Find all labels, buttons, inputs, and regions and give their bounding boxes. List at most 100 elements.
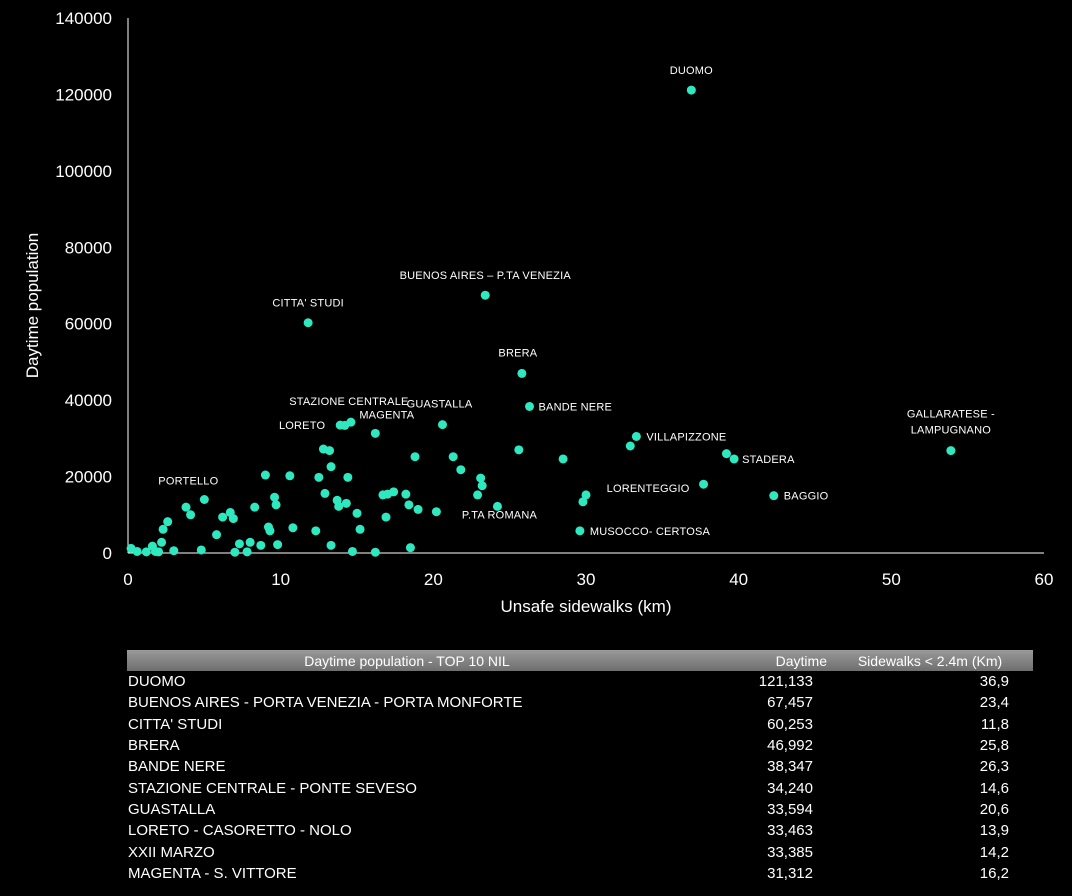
data-point bbox=[404, 500, 414, 510]
row-sidewalks: 14,2 bbox=[979, 843, 1009, 861]
data-point bbox=[303, 318, 313, 328]
data-point bbox=[473, 490, 483, 500]
data-point bbox=[340, 420, 350, 430]
data-point bbox=[476, 473, 486, 483]
row-sidewalks: 26,3 bbox=[979, 758, 1009, 776]
data-point bbox=[729, 454, 739, 464]
data-point bbox=[169, 546, 179, 556]
table-row: BUENOS AIRES - PORTA VENEZIA - PORTA MON… bbox=[127, 692, 1033, 713]
data-point bbox=[154, 547, 164, 557]
table-row: LORETO - CASORETTO - NOLO 33,463 13,9 bbox=[127, 820, 1033, 841]
row-name: XXII MARZO bbox=[128, 843, 215, 861]
data-point bbox=[381, 512, 391, 522]
table-row: STAZIONE CENTRALE - PONTE SEVESO 34,240 14… bbox=[127, 777, 1033, 798]
row-daytime: 38,347 bbox=[767, 758, 813, 776]
data-point bbox=[699, 479, 709, 489]
point-label: BAGGIO bbox=[784, 491, 829, 503]
row-name: DUOMO bbox=[128, 673, 186, 691]
data-point bbox=[250, 502, 260, 512]
data-point bbox=[199, 495, 209, 504]
row-name: BUENOS AIRES - PORTA VENEZIA - PORTA MON… bbox=[128, 694, 523, 712]
point-label: STADERA bbox=[742, 454, 795, 466]
y-axis-title: Daytime population bbox=[23, 233, 42, 379]
row-sidewalks: 14,6 bbox=[979, 779, 1009, 797]
data-point bbox=[341, 498, 351, 508]
table-row: BANDE NERE 38,347 26,3 bbox=[127, 756, 1033, 777]
point-label: VILLAPIZZONE bbox=[646, 431, 726, 443]
y-tick-label: 60000 bbox=[65, 315, 112, 334]
data-point bbox=[405, 543, 415, 553]
data-point bbox=[163, 517, 173, 527]
row-daytime: 46,992 bbox=[767, 737, 813, 755]
data-point bbox=[314, 472, 324, 482]
data-point bbox=[575, 526, 585, 536]
data-point bbox=[288, 523, 298, 533]
row-name: BRERA bbox=[128, 737, 180, 755]
data-point bbox=[686, 85, 696, 95]
point-labels-layer: DUOMO BUENOS AIRES – P.TA VENEZIA CITTA' S… bbox=[158, 65, 995, 538]
header-sidewalks: Sidewalks < 2.4m (Km) bbox=[857, 652, 1003, 669]
scatter-chart: 0 10 20 30 40 50 60 0 20000 40000 60000 80000 100000… bbox=[23, 9, 1053, 616]
data-point bbox=[448, 452, 458, 462]
point-label: STAZIONE CENTRALE bbox=[289, 396, 408, 408]
data-point bbox=[578, 497, 588, 507]
data-point bbox=[456, 465, 466, 475]
x-tick-label: 50 bbox=[882, 570, 901, 589]
data-point bbox=[245, 537, 255, 547]
table-body: DUOMO 121,133 36,9 BUENOS AIRES - PORTA VEN… bbox=[127, 671, 1033, 884]
point-label: GALLARATESE -LAMPUGNANO bbox=[907, 409, 995, 437]
data-point bbox=[581, 490, 591, 500]
row-name: STAZIONE CENTRALE - PONTE SEVESO bbox=[128, 779, 417, 797]
data-point bbox=[437, 420, 447, 430]
x-tick-label: 0 bbox=[123, 570, 132, 589]
point-label: LORETO bbox=[279, 420, 325, 432]
data-point bbox=[186, 510, 196, 520]
row-daytime: 121,133 bbox=[758, 673, 813, 691]
point-label: MUSOCCO- CERTOSA bbox=[590, 526, 711, 538]
data-point bbox=[334, 501, 344, 511]
point-label: DUOMO bbox=[670, 65, 713, 77]
data-point bbox=[355, 524, 365, 534]
data-point bbox=[260, 470, 270, 480]
y-tick-label: 40000 bbox=[65, 391, 112, 410]
data-point bbox=[158, 524, 168, 534]
x-tick-label: 20 bbox=[424, 570, 443, 589]
point-label: MAGENTA bbox=[359, 409, 414, 421]
data-point bbox=[265, 526, 275, 536]
data-point bbox=[525, 401, 535, 411]
point-label: BANDE NERE bbox=[539, 401, 613, 413]
row-daytime: 33,463 bbox=[767, 822, 813, 840]
x-tick-label: 60 bbox=[1035, 570, 1054, 589]
table-row: DUOMO 121,133 36,9 bbox=[127, 671, 1033, 692]
row-daytime: 31,312 bbox=[767, 864, 813, 882]
y-tick-label: 120000 bbox=[55, 85, 112, 104]
point-label: BRERA bbox=[498, 347, 537, 359]
table-row: XXII MARZO 33,385 14,2 bbox=[127, 841, 1033, 862]
y-tick-label: 20000 bbox=[65, 468, 112, 487]
data-point bbox=[517, 368, 527, 378]
y-tick-label: 0 bbox=[103, 544, 112, 563]
data-point bbox=[769, 491, 779, 501]
data-point bbox=[370, 547, 380, 557]
data-point bbox=[401, 489, 411, 499]
row-name: CITTA' STUDI bbox=[128, 715, 223, 733]
x-tick-label: 40 bbox=[729, 570, 748, 589]
axes: 0 10 20 30 40 50 60 0 20000 40000 60000 80000 100000… bbox=[23, 9, 1053, 616]
row-sidewalks: 13,9 bbox=[979, 822, 1009, 840]
row-daytime: 67,457 bbox=[767, 694, 813, 712]
data-point bbox=[326, 540, 336, 550]
data-point bbox=[625, 441, 635, 451]
data-point bbox=[311, 526, 321, 536]
y-tick-label: 100000 bbox=[55, 162, 112, 181]
data-point bbox=[514, 445, 524, 455]
row-sidewalks: 16,2 bbox=[979, 864, 1009, 882]
data-point bbox=[480, 290, 490, 300]
data-point bbox=[285, 471, 295, 481]
data-point bbox=[347, 546, 357, 556]
data-point bbox=[320, 488, 330, 498]
row-daytime: 34,240 bbox=[767, 779, 813, 797]
data-point bbox=[492, 501, 502, 511]
data-point bbox=[132, 546, 142, 556]
data-point bbox=[256, 540, 266, 550]
point-label: PORTELLO bbox=[158, 476, 218, 488]
